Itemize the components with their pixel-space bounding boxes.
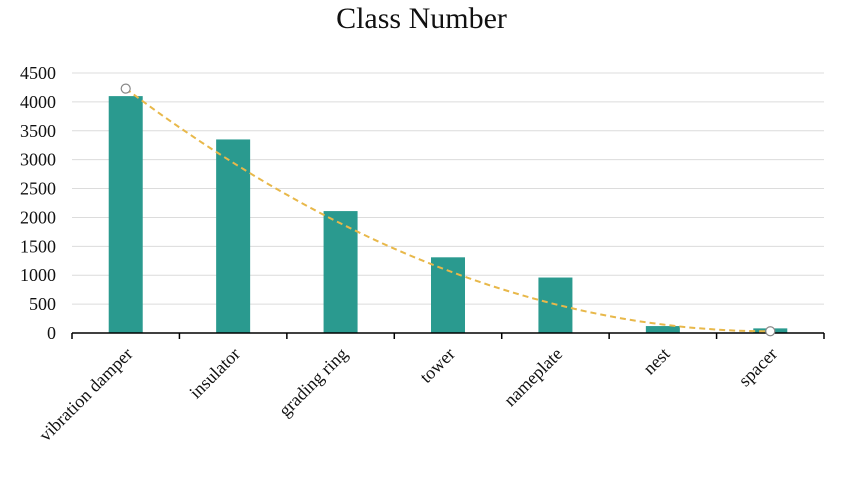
x-tick-label: grading ring [275,344,352,421]
bar [216,139,251,333]
x-tick-label: nest [639,344,674,379]
y-tick-label: 500 [29,294,56,314]
x-tick-label: vibration damper [35,344,136,445]
y-tick-label: 2500 [20,179,56,199]
chart-title: Class Number [336,2,507,35]
bar [645,326,680,333]
trend-start-marker [120,83,131,94]
bar [108,96,143,333]
y-tick-label: 2000 [20,207,56,227]
y-tick-label: 3000 [20,150,56,170]
x-tick-label: insulator [185,344,244,403]
bar [431,257,465,333]
y-tick-label: 0 [47,323,56,343]
trend-end-marker [765,326,776,337]
x-tick-label: nameplate [500,344,566,410]
y-tick-label: 4500 [20,63,56,83]
x-tick-label: tower [416,344,459,387]
y-tick-label: 1000 [20,265,56,285]
trend-line [125,87,771,333]
y-tick-label: 3500 [20,121,56,141]
bar [323,211,358,333]
y-tick-label: 4000 [20,92,56,112]
y-tick-label: 1500 [20,236,56,256]
x-tick-label: spacer [734,344,781,391]
